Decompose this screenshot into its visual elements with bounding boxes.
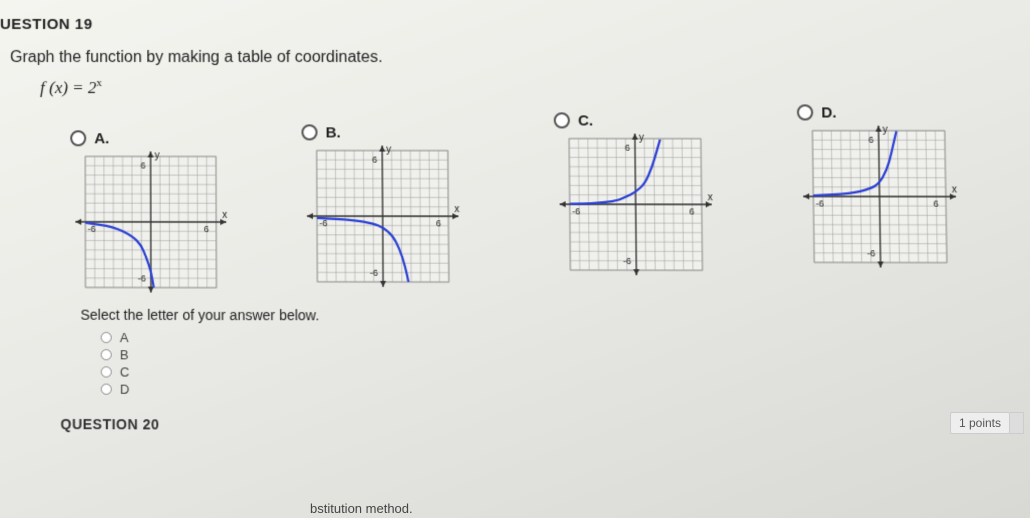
- option-c[interactable]: C. 6 -6 6 -6 x y: [554, 112, 718, 275]
- graph-b: 6 -6 6 -6 x y: [302, 145, 465, 287]
- svg-text:6: 6: [436, 218, 441, 228]
- radio-icon[interactable]: [70, 130, 86, 146]
- svg-text:y: y: [155, 151, 160, 161]
- svg-text:-6: -6: [319, 218, 327, 228]
- question-header: UESTION 19: [0, 9, 1020, 45]
- svg-text:-6: -6: [816, 198, 824, 208]
- answer-label: D: [120, 381, 130, 396]
- svg-text:6: 6: [868, 135, 873, 145]
- svg-text:-6: -6: [572, 206, 580, 216]
- radio-icon[interactable]: [554, 113, 570, 129]
- radio-icon[interactable]: [101, 349, 112, 360]
- answer-list: ABCD: [0, 328, 1026, 400]
- option-c-label: C.: [578, 112, 593, 129]
- svg-text:6: 6: [933, 198, 938, 208]
- svg-text:x: x: [952, 184, 957, 195]
- option-a-label: A.: [94, 130, 109, 147]
- svg-text:6: 6: [204, 224, 209, 234]
- option-d[interactable]: D. 6 -6 6 -6 x y: [797, 104, 962, 267]
- option-d-label: D.: [821, 104, 836, 121]
- select-prompt: Select the letter of your answer below.: [0, 292, 1025, 331]
- expr-lhs: f (x) = 2: [40, 78, 96, 97]
- svg-text:x: x: [222, 210, 227, 221]
- svg-text:-6: -6: [88, 224, 96, 234]
- radio-icon[interactable]: [301, 124, 317, 140]
- question-expression: f (x) = 2x: [0, 77, 1021, 104]
- expr-exp: x: [97, 77, 103, 89]
- svg-text:x: x: [454, 204, 459, 215]
- svg-text:6: 6: [372, 155, 377, 165]
- points-badge: 1 points: [950, 412, 1024, 434]
- graph-a: 6 -6 6 -6 x y: [70, 151, 231, 292]
- svg-text:6: 6: [141, 160, 146, 170]
- svg-text:x: x: [708, 192, 713, 203]
- radio-icon[interactable]: [101, 332, 112, 343]
- option-b-label: B.: [326, 124, 341, 141]
- points-value: 1 points: [950, 412, 1010, 434]
- option-b[interactable]: B. 6 -6 6 -6 x y: [301, 124, 464, 287]
- svg-text:-6: -6: [138, 273, 146, 283]
- radio-icon[interactable]: [797, 105, 813, 121]
- svg-text:y: y: [639, 133, 644, 143]
- question-20-header: QUESTION 20: [0, 397, 1027, 435]
- svg-text:-6: -6: [867, 248, 875, 258]
- radio-icon[interactable]: [101, 366, 112, 377]
- svg-text:y: y: [386, 145, 391, 155]
- svg-text:y: y: [882, 125, 887, 135]
- svg-text:6: 6: [689, 206, 694, 216]
- graph-c: 6 -6 6 -6 x y: [554, 133, 718, 275]
- answer-label: A: [120, 330, 129, 345]
- answer-label: B: [120, 347, 129, 362]
- svg-text:-6: -6: [370, 267, 378, 277]
- radio-icon[interactable]: [101, 383, 112, 394]
- svg-text:-6: -6: [623, 255, 631, 265]
- answer-option-a[interactable]: A: [101, 329, 1025, 348]
- options-row: A. 6 -6 6 -6 x y B. 6 -6 6 -6 x y C. 6 -6 6 -6 x y D. 6…: [0, 104, 1024, 294]
- graph-d: 6 -6 6 -6 x y: [797, 125, 962, 267]
- question-prompt: Graph the function by making a table of …: [0, 45, 1020, 77]
- points-suffix: [1010, 412, 1024, 434]
- substitution-fragment: bstitution method.: [310, 501, 413, 516]
- answer-label: C: [120, 364, 130, 379]
- option-a[interactable]: A. 6 -6 6 -6 x y: [70, 130, 231, 293]
- svg-text:6: 6: [625, 143, 630, 153]
